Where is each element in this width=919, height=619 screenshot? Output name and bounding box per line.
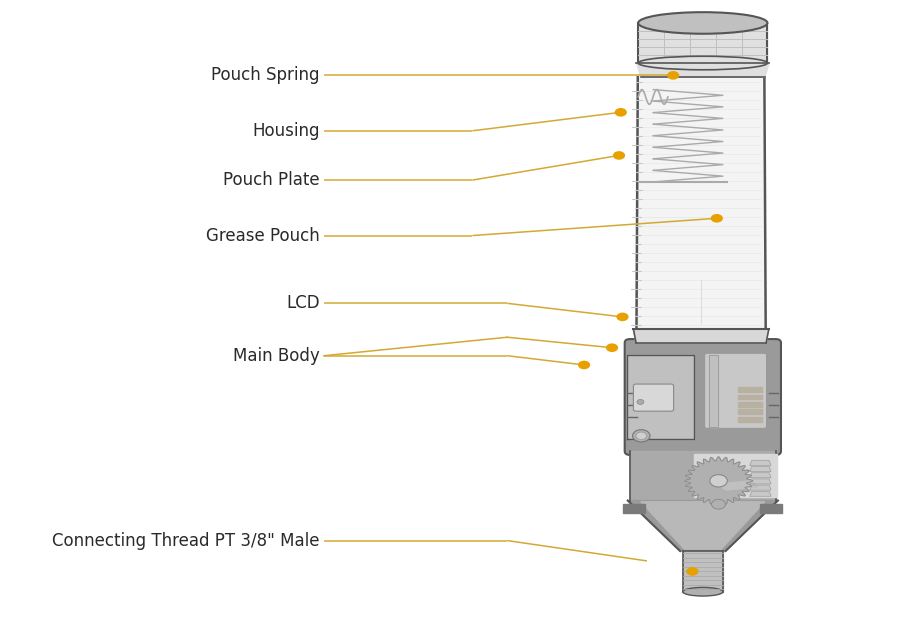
FancyBboxPatch shape	[625, 339, 781, 455]
Circle shape	[632, 430, 650, 442]
Polygon shape	[750, 473, 771, 478]
FancyBboxPatch shape	[705, 353, 766, 428]
Polygon shape	[750, 491, 771, 496]
Polygon shape	[694, 454, 777, 498]
Polygon shape	[633, 329, 769, 343]
Circle shape	[615, 108, 627, 116]
Circle shape	[709, 475, 727, 487]
Polygon shape	[685, 457, 753, 504]
Ellipse shape	[638, 12, 767, 34]
Text: Pouch Spring: Pouch Spring	[211, 66, 320, 84]
Text: Grease Pouch: Grease Pouch	[206, 227, 320, 245]
Polygon shape	[738, 394, 762, 399]
Polygon shape	[637, 63, 769, 77]
Polygon shape	[750, 479, 771, 484]
Text: Housing: Housing	[252, 122, 320, 140]
Polygon shape	[628, 355, 694, 439]
Circle shape	[613, 151, 625, 160]
Polygon shape	[683, 551, 723, 592]
Text: Connecting Thread PT 3/8" Male: Connecting Thread PT 3/8" Male	[52, 532, 320, 550]
Polygon shape	[760, 504, 782, 513]
Polygon shape	[628, 501, 777, 551]
Circle shape	[667, 71, 679, 80]
Circle shape	[710, 214, 723, 223]
Circle shape	[636, 432, 647, 439]
Ellipse shape	[683, 587, 723, 596]
Circle shape	[617, 313, 629, 321]
Text: Main Body: Main Body	[233, 347, 320, 365]
Polygon shape	[750, 467, 771, 472]
Circle shape	[686, 567, 698, 576]
Text: Pouch Plate: Pouch Plate	[223, 171, 320, 189]
Polygon shape	[738, 387, 762, 392]
Polygon shape	[709, 355, 718, 426]
Polygon shape	[738, 417, 762, 422]
Polygon shape	[750, 485, 771, 490]
Circle shape	[606, 344, 618, 352]
Circle shape	[637, 399, 644, 404]
Polygon shape	[750, 461, 771, 465]
Circle shape	[578, 361, 590, 370]
FancyBboxPatch shape	[633, 384, 674, 411]
Polygon shape	[623, 504, 645, 513]
Polygon shape	[638, 23, 767, 63]
Polygon shape	[637, 77, 766, 329]
Polygon shape	[738, 402, 762, 407]
Polygon shape	[630, 451, 776, 501]
Polygon shape	[738, 409, 762, 414]
Circle shape	[711, 500, 725, 509]
Text: LCD: LCD	[286, 295, 320, 313]
Polygon shape	[641, 502, 765, 549]
Ellipse shape	[638, 56, 767, 70]
Polygon shape	[719, 481, 758, 490]
